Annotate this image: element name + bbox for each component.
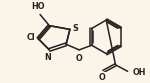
Text: O: O [76,54,82,63]
Text: O: O [98,73,105,82]
Text: N: N [44,53,51,62]
Text: Cl: Cl [27,33,35,42]
Text: HO: HO [32,2,45,11]
Text: OH: OH [132,68,146,77]
Text: S: S [73,24,79,33]
